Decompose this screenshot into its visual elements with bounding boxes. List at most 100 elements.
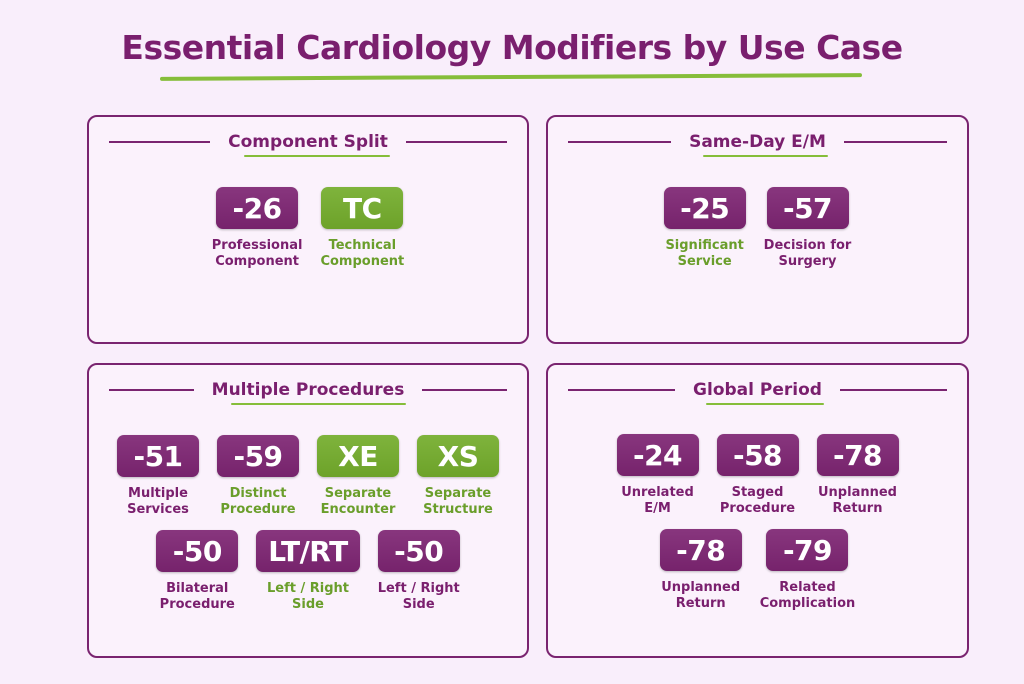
modifier-row: -50 Bilateral Procedure LT/RT Left / Right Si…: [89, 530, 527, 613]
modifier-rows: -51 Multiple Services -59 Distinct Procedure X…: [89, 435, 527, 625]
modifier-label: Related Complication: [760, 580, 856, 612]
modifier-item: -79 Related Complication: [760, 529, 856, 612]
label-line: Decision for: [763, 238, 852, 253]
label-line: Unplanned: [818, 485, 897, 500]
label-line: Procedure: [159, 597, 235, 612]
modifier-item: -24 Unrelated E/M: [617, 434, 699, 517]
modifier-label: Technical Component: [320, 238, 404, 270]
modifier-item: -59 Distinct Procedure: [217, 435, 299, 518]
modifier-item: -51 Multiple Services: [117, 435, 199, 518]
panel-header: Same-Day E/M: [548, 127, 967, 157]
modifier-item: -50 Bilateral Procedure: [156, 530, 238, 613]
modifier-row: -26 Professional Component TC Technical Compo…: [89, 187, 527, 270]
header-rule-right: [405, 141, 508, 143]
label-line: Staged: [731, 485, 784, 500]
header-rule-right: [839, 389, 947, 391]
panel-heading: Multiple Procedures: [211, 380, 407, 405]
modifier-item: -26 Professional Component: [212, 187, 303, 270]
modifier-label: Left / Right Side: [378, 581, 460, 613]
modifier-badge: -78: [660, 529, 742, 571]
page-title: Essential Cardiology Modifiers by Use Ca…: [121, 28, 903, 67]
modifier-label: Staged Procedure: [720, 485, 795, 517]
label-line: Distinct: [229, 486, 287, 501]
modifier-item: XE Separate Encounter: [317, 435, 399, 518]
modifier-badge: -58: [717, 434, 799, 476]
modifier-item: -78 Unplanned Return: [660, 529, 742, 612]
modifier-badge: -50: [378, 530, 460, 572]
label-line: Unplanned: [661, 580, 741, 595]
panel-same-day-em: Same-Day E/M -25 Significant Service -57 Deci…: [546, 115, 969, 344]
modifier-badge: XE: [317, 435, 399, 477]
label-line: Significant: [665, 238, 744, 253]
modifier-row: -24 Unrelated E/M -58 Staged Procedure -78 Unpl…: [548, 434, 967, 517]
label-line: Component: [320, 254, 405, 269]
label-line: Related: [779, 580, 836, 595]
modifier-label: Multiple Services: [127, 486, 189, 518]
label-line: Component: [215, 254, 299, 269]
label-line: Structure: [423, 502, 493, 517]
modifier-label: Decision for Surgery: [764, 238, 852, 270]
modifier-label: Professional Component: [212, 238, 303, 270]
label-line: Encounter: [320, 502, 396, 517]
label-line: E/M: [644, 501, 671, 516]
modifier-badge: -25: [664, 187, 746, 229]
modifier-badge: -59: [217, 435, 299, 477]
header-rule-left: [109, 141, 211, 143]
modifier-item: -58 Staged Procedure: [717, 434, 799, 517]
modifier-item: -57 Decision for Surgery: [764, 187, 852, 270]
modifier-label: Unplanned Return: [818, 485, 897, 517]
header-rule-left: [568, 389, 676, 391]
label-line: Return: [675, 596, 726, 611]
modifier-rows: -26 Professional Component TC Technical Compo…: [89, 187, 527, 282]
label-line: Complication: [759, 596, 856, 611]
header-rule-left: [568, 141, 672, 143]
modifier-item: -25 Significant Service: [664, 187, 746, 270]
title-underline: [159, 73, 863, 81]
label-line: Professional: [211, 238, 303, 253]
modifier-label: Separate Encounter: [321, 486, 396, 518]
modifier-row: -78 Unplanned Return -79 Related Complication: [548, 529, 967, 612]
modifier-item: XS Separate Structure: [417, 435, 499, 518]
modifier-badge: -57: [767, 187, 849, 229]
modifier-badge: -50: [156, 530, 238, 572]
modifier-label: Separate Structure: [423, 486, 493, 518]
panel-heading: Component Split: [228, 132, 390, 157]
label-line: Service: [677, 254, 732, 269]
modifier-badge: -51: [117, 435, 199, 477]
modifier-badge: XS: [417, 435, 499, 477]
modifier-item: LT/RT Left / Right Side: [256, 530, 359, 613]
modifier-item: -78 Unplanned Return: [817, 434, 899, 517]
label-line: Left / Right: [377, 581, 460, 596]
modifier-badge: -24: [617, 434, 699, 476]
label-line: Services: [127, 502, 189, 517]
panel-heading: Same-Day E/M: [689, 132, 828, 157]
label-line: Surgery: [778, 254, 837, 269]
panel-component-split: Component Split -26 Professional Component T…: [87, 115, 529, 344]
modifier-item: -50 Left / Right Side: [378, 530, 460, 613]
panel-multiple-procedures: Multiple Procedures -51 Multiple Services -5…: [87, 363, 529, 658]
header-rule-left: [109, 389, 194, 391]
modifier-badge: -26: [216, 187, 298, 229]
label-line: Side: [402, 597, 435, 612]
modifier-badge: -79: [766, 529, 848, 571]
modifier-label: Significant Service: [665, 238, 743, 270]
header-rule-right: [422, 389, 507, 391]
panel-header: Component Split: [89, 127, 527, 157]
modifier-label: Unplanned Return: [661, 580, 740, 612]
label-line: Separate: [324, 486, 392, 501]
label-line: Multiple: [128, 486, 188, 501]
header-rule-right: [843, 141, 948, 143]
modifier-rows: -24 Unrelated E/M -58 Staged Procedure -78 Unpl…: [548, 434, 967, 624]
label-line: Bilateral: [166, 581, 229, 596]
label-line: Unrelated: [621, 485, 694, 500]
panel-heading: Global Period: [693, 380, 824, 405]
modifier-badge: TC: [321, 187, 403, 229]
label-line: Side: [292, 597, 324, 612]
modifier-row: -25 Significant Service -57 Decision for Surg…: [548, 187, 967, 270]
modifier-badge: -78: [817, 434, 899, 476]
modifier-label: Unrelated E/M: [621, 485, 694, 517]
label-line: Return: [832, 501, 883, 516]
label-line: Separate: [424, 486, 492, 501]
modifier-rows: -25 Significant Service -57 Decision for Surg…: [548, 187, 967, 282]
modifier-label: Left / Right Side: [267, 581, 349, 613]
